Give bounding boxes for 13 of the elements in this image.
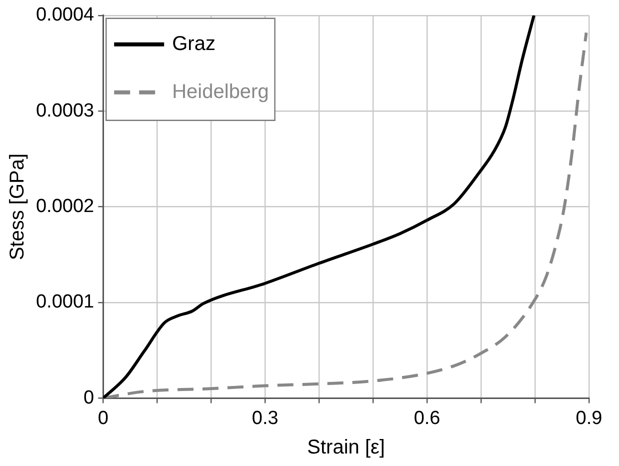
x-tick-label: 0.3: [252, 408, 278, 429]
y-tick-label: 0.0001: [36, 292, 94, 313]
x-axis-title: Strain [ε]: [307, 436, 385, 459]
y-tick-label: 0.0003: [36, 100, 94, 122]
legend-label: Graz: [172, 32, 216, 55]
x-tick-label: 0.6: [414, 408, 440, 429]
y-tick-label: 0.0004: [36, 4, 95, 26]
y-axis-title: Stess [GPa]: [6, 153, 29, 260]
legend-label: Heidelberg: [172, 80, 269, 103]
y-tick-label: 0.0002: [36, 196, 94, 218]
x-tick-label: 0: [98, 408, 108, 429]
y-tick-label: 0: [84, 387, 94, 408]
x-tick-label: 0.9: [576, 408, 602, 429]
